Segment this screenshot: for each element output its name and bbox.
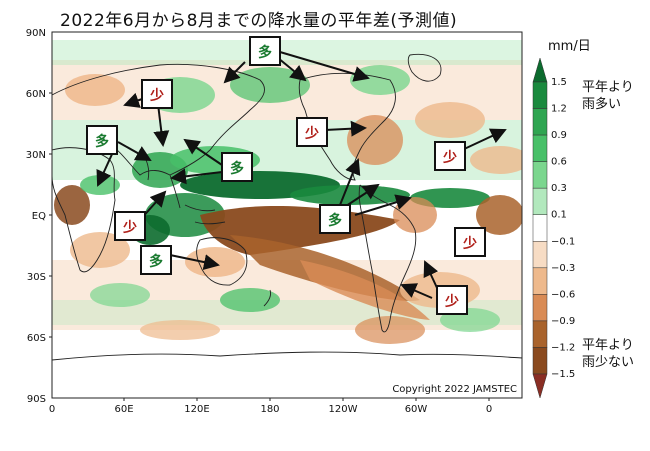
lat-label: 60S [27, 333, 46, 344]
lon-label: 60E [114, 404, 133, 415]
latitude-labels: 90N 60N 30N EQ 30S 60S 90S [26, 28, 46, 405]
legend-tick-label: 0.6 [551, 157, 567, 168]
more-label: 多 [149, 253, 163, 270]
legend-swatch [532, 214, 548, 242]
map-title: 2022年6月から8月までの降水量の平年差(予測値) [60, 11, 458, 31]
longitude-labels: 0 60E 120E 180 120W 60W 0 [49, 404, 492, 415]
legend-top-note-2: 雨多い [582, 96, 621, 112]
legend-tick-label: 1.5 [551, 77, 567, 88]
legend-swatch [532, 294, 548, 322]
legend-tick-label: −0.9 [551, 316, 575, 327]
legend-tick-labels: 1.5 1.2 0.9 0.6 0.3 0.1 −0.1 −0.3 −0.6 −0.9 −1.2 −1… [551, 77, 575, 380]
more-label-box: 多 [249, 36, 281, 66]
less-label: 少 [304, 125, 319, 142]
less-label-box: 少 [296, 117, 328, 147]
legend-swatch [532, 57, 548, 83]
legend-tick-label: −0.6 [551, 289, 575, 300]
legend-swatch [532, 347, 548, 375]
less-label: 少 [149, 87, 164, 104]
annotation-arrows [96, 51, 507, 299]
less-label: 少 [122, 219, 137, 236]
lat-label: 30N [26, 150, 46, 161]
legend-tick-label: 0.9 [551, 130, 567, 141]
more-label: 多 [328, 212, 342, 229]
coastlines [52, 53, 522, 361]
more-label-box: 多 [140, 245, 172, 275]
less-label-box: 少 [436, 285, 468, 315]
legend-swatch [532, 241, 548, 269]
legend-swatch [532, 81, 548, 109]
legend-swatch [532, 187, 548, 215]
legend-tick-label: 1.2 [551, 104, 567, 115]
less-label: 少 [462, 235, 477, 252]
lat-label: 90N [26, 28, 46, 39]
lat-label: 60N [26, 89, 46, 100]
legend-tick-label: 0.1 [551, 210, 567, 221]
legend-swatch [532, 373, 548, 399]
color-legend: mm/日 1.5 1.2 0.9 0.6 0.3 0.1 −0.1 −0.3 −0.6 −0.9 −… [532, 39, 634, 399]
less-label-box: 少 [114, 211, 146, 241]
lon-label: 180 [260, 404, 279, 415]
legend-tick-label: −1.2 [551, 342, 575, 353]
legend-swatch [532, 108, 548, 136]
more-label-box: 多 [221, 152, 253, 182]
less-label-box: 少 [454, 227, 486, 257]
legend-swatch [532, 134, 548, 162]
legend-top-note-1: 平年より [582, 80, 634, 95]
more-label: 多 [258, 44, 272, 61]
more-label: 多 [95, 133, 109, 150]
lon-label: 120E [184, 404, 209, 415]
lon-label: 60W [405, 404, 428, 415]
more-label-box: 多 [319, 204, 351, 234]
less-label: 少 [442, 149, 457, 166]
more-label-box: 多 [86, 125, 118, 155]
lat-label: EQ [32, 211, 46, 222]
legend-tick-label: −0.1 [551, 236, 575, 247]
legend-colorbar [532, 57, 548, 399]
less-label-box: 少 [141, 79, 173, 109]
legend-tick-label: −1.5 [551, 369, 575, 380]
more-label: 多 [230, 160, 244, 177]
lon-label: 0 [486, 404, 492, 415]
legend-bottom-note-1: 平年より [582, 338, 634, 353]
lat-label: 90S [27, 394, 46, 405]
less-label-box: 少 [434, 141, 466, 171]
legend-swatch [532, 161, 548, 189]
legend-unit: mm/日 [548, 39, 591, 54]
legend-swatch [532, 320, 548, 348]
lon-label: 120W [329, 404, 358, 415]
legend-bottom-note-2: 雨少ない [582, 355, 634, 370]
less-label: 少 [444, 293, 459, 310]
lat-label: 30S [27, 272, 46, 283]
annotation-boxes: 多 少 多 多 少 多 少 多 [86, 36, 486, 315]
lon-label: 0 [49, 404, 55, 415]
copyright-text: Copyright 2022 JAMSTEC [392, 384, 517, 395]
legend-swatch [532, 267, 548, 295]
legend-tick-label: 0.3 [551, 183, 567, 194]
legend-tick-label: −0.3 [551, 263, 575, 274]
